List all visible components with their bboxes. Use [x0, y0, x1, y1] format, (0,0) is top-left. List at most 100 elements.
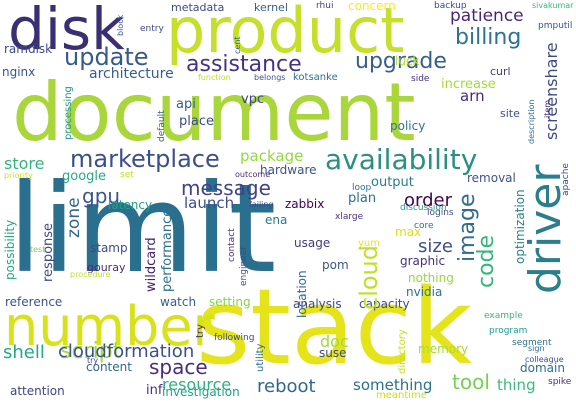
- word-cent: cent: [233, 36, 242, 54]
- word-reference: reference: [5, 295, 63, 309]
- word-pmputil: pmputil: [538, 21, 573, 31]
- word-launch: launch: [184, 194, 235, 212]
- word-increase: increase: [441, 77, 496, 92]
- word-content: content: [86, 360, 132, 374]
- word-size: size: [418, 236, 453, 257]
- word-suse: suse: [319, 346, 347, 360]
- word-default: default: [157, 110, 167, 142]
- word-removal: removal: [467, 171, 516, 185]
- word-limit: limit: [8, 158, 277, 300]
- word-screenshare: screenshare: [542, 42, 561, 140]
- word-discussion: discussion: [400, 203, 447, 213]
- word-cloud: cloud: [355, 245, 383, 310]
- word-try: try: [195, 324, 206, 338]
- word-plan: plan: [348, 191, 377, 206]
- word-doc: doc: [320, 332, 349, 351]
- word-analysis: analysis: [293, 297, 342, 311]
- word-package: package: [240, 147, 304, 165]
- word-product: product: [166, 0, 405, 67]
- word-following: following: [214, 333, 255, 343]
- word-vpc: vpc: [241, 92, 265, 107]
- word-sivakumar: sivakumar: [532, 1, 574, 10]
- word-google: google: [62, 169, 107, 184]
- word-tool: tool: [452, 370, 490, 394]
- word-stack: stack: [196, 266, 473, 388]
- word-curl: curl: [490, 65, 511, 78]
- word-marketplace: marketplace: [70, 145, 220, 173]
- word-nothing: nothing: [408, 271, 454, 285]
- word-pom: pom: [322, 258, 349, 272]
- word-script: script: [60, 339, 122, 364]
- word-xlarge: xlarge: [335, 212, 364, 222]
- word-investigation: investigation: [162, 385, 240, 399]
- word-program: try: [87, 356, 99, 365]
- word-description: description: [527, 99, 536, 144]
- word-image: image: [455, 193, 480, 262]
- word-setting: setting: [209, 295, 251, 309]
- word-meantime: meantime: [376, 390, 427, 401]
- word-response: response: [41, 222, 56, 282]
- word-performance: performance: [160, 208, 175, 292]
- word-wildcard: wildcard: [144, 237, 159, 292]
- word-ena: ena: [265, 213, 288, 227]
- word-watch: watch: [160, 295, 197, 309]
- word-arn: arn: [460, 87, 485, 105]
- word-gpu: gpu: [82, 184, 121, 208]
- word-space: space: [149, 355, 208, 379]
- word-latency: latency: [108, 198, 153, 212]
- word-yum: yum: [358, 238, 380, 249]
- word-spike: spike: [548, 377, 572, 387]
- word-optimization: optimization: [513, 189, 527, 264]
- word-priority: priority: [4, 171, 33, 180]
- word-block: block: [116, 14, 125, 36]
- word-architecture: architecture: [89, 66, 174, 82]
- word-procedure: procedure: [70, 270, 111, 279]
- word-item: segment: [512, 338, 552, 348]
- word-graphic: graphic: [400, 254, 446, 268]
- word-colleague: example: [484, 311, 523, 321]
- word-zabbix: zabbix: [285, 197, 325, 211]
- word-rhui: rhui: [316, 1, 334, 11]
- word-something: something: [353, 376, 433, 394]
- word-directory: directory: [397, 329, 408, 374]
- word-max: max: [395, 225, 422, 239]
- word-processing: processing: [63, 86, 74, 140]
- word-contact: contact: [227, 228, 237, 262]
- word-failing: failing: [249, 200, 274, 209]
- word-belongs: belongs: [254, 73, 286, 82]
- word-apache: apache: [561, 163, 571, 196]
- word-hardware: hardware: [260, 163, 317, 177]
- word-kernel: kernel: [254, 1, 288, 14]
- word-outcome: outcome: [235, 170, 271, 179]
- word-policy: policy: [390, 119, 426, 133]
- word-luck: luck: [395, 54, 420, 68]
- word-site: site: [500, 107, 520, 120]
- word-set: set: [120, 170, 134, 180]
- word-cloudformation: cloudformation: [58, 341, 195, 362]
- word-engineer: engineer: [239, 246, 249, 286]
- word-side: side: [411, 74, 430, 84]
- word-capacity: capacity: [359, 297, 410, 311]
- word-bitmak: item: [543, 99, 552, 118]
- word-domain: domain: [520, 361, 565, 375]
- word-location: location: [295, 270, 309, 318]
- word-resource: resource: [162, 375, 232, 394]
- word-shell: shell: [3, 342, 45, 363]
- word-attention: attention: [10, 384, 65, 398]
- word-message: message: [181, 176, 271, 200]
- word-reboot: reboot: [257, 376, 316, 397]
- word-nvidia: nvidia: [406, 285, 443, 299]
- word-gouray: gouray: [87, 261, 126, 274]
- word-logins: logins: [427, 208, 454, 218]
- word-nginx: nginx: [2, 65, 36, 79]
- word-possibility: possibility: [3, 219, 17, 280]
- word-test: test: [30, 245, 46, 254]
- word-assistance: assistance: [186, 52, 302, 77]
- word-update: update: [64, 43, 149, 71]
- word-place: place: [179, 114, 214, 129]
- word-patience: patience: [450, 6, 524, 26]
- word-document: document: [12, 66, 416, 159]
- word-billing: billing: [455, 25, 522, 50]
- word-inf: inf: [146, 383, 163, 398]
